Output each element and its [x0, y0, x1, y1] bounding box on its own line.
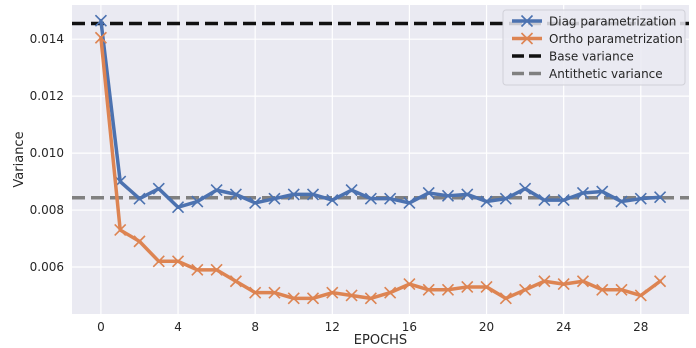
data-point-marker: [306, 292, 320, 305]
data-point-marker: [422, 186, 435, 200]
data-point-marker: [596, 185, 609, 198]
data-point-marker: [461, 188, 474, 201]
data-point-marker: [229, 275, 242, 288]
data-point-marker: [403, 278, 416, 291]
data-point-marker: [171, 255, 185, 268]
data-point-marker: [499, 192, 512, 205]
series-line: [99, 36, 662, 301]
data-point-marker: [345, 184, 358, 197]
y-tick-label: 0.014: [30, 32, 64, 46]
y-axis-ticks: 0.006 0.008 0.010 0.012 0.014: [30, 32, 64, 274]
x-axis-ticks: 0 4 8 12 16 20 24 28: [97, 320, 648, 334]
data-point-marker: [268, 286, 281, 299]
data-point-marker: [576, 275, 590, 288]
x-tick-label: 12: [325, 320, 340, 334]
data-point-marker: [94, 31, 107, 44]
data-point-marker: [654, 191, 667, 204]
legend-label: Diag parametrization: [549, 15, 676, 29]
legend-label: Ortho parametrization: [549, 32, 683, 46]
data-point-marker: [133, 192, 146, 205]
series-group: [94, 14, 667, 214]
legend-box: [502, 9, 686, 86]
data-point-marker: [557, 194, 570, 207]
data-point-marker: [249, 196, 262, 209]
x-tick-label: 8: [251, 320, 259, 334]
data-point-marker: [152, 255, 165, 268]
data-point-marker: [210, 184, 223, 197]
data-point-marker: [384, 286, 397, 299]
legend: Diag parametrization Ortho parametrizatio…: [502, 9, 686, 86]
data-point-marker: [306, 188, 320, 201]
data-point-marker: [94, 14, 107, 27]
data-point-marker: [538, 275, 551, 288]
y-axis-label: Variance: [12, 131, 27, 187]
data-point-marker: [634, 289, 647, 302]
series-line: [99, 18, 662, 209]
data-point-marker: [133, 235, 146, 248]
data-point-marker: [364, 192, 377, 205]
data-point-marker: [519, 182, 532, 195]
x-tick-label: 4: [174, 320, 182, 334]
data-point-marker: [596, 283, 609, 296]
data-point-marker: [615, 195, 628, 208]
data-point-marker: [441, 283, 455, 296]
data-point-marker: [287, 188, 300, 201]
x-tick-label: 0: [97, 320, 105, 334]
data-point-marker: [480, 280, 493, 294]
data-point-marker: [364, 292, 377, 305]
data-point-marker: [345, 289, 358, 302]
data-point-marker: [461, 280, 474, 294]
legend-item: Base variance: [512, 50, 634, 64]
data-point-marker: [210, 263, 223, 276]
data-point-marker: [268, 192, 281, 205]
data-point-marker: [152, 182, 165, 195]
data-point-marker: [499, 292, 512, 305]
x-tick-label: 24: [556, 320, 571, 334]
data-point-marker: [403, 196, 416, 209]
data-point-marker: [326, 286, 339, 299]
y-tick-label: 0.008: [30, 203, 64, 217]
data-point-marker: [480, 195, 493, 208]
x-tick-label: 20: [479, 320, 494, 334]
data-point-marker: [229, 188, 242, 201]
y-tick-label: 0.006: [30, 260, 64, 274]
legend-label: Antithetic variance: [549, 67, 663, 81]
data-point-marker: [634, 192, 647, 205]
data-point-marker: [191, 263, 204, 276]
data-point-marker: [654, 275, 667, 288]
data-point-marker: [422, 283, 435, 296]
legend-item: Diag parametrization: [512, 15, 676, 29]
data-point-marker: [576, 186, 590, 200]
data-point-marker: [171, 201, 185, 214]
x-tick-label: 28: [633, 320, 648, 334]
legend-marker: [520, 32, 534, 45]
data-point-marker: [538, 194, 551, 207]
data-point-marker: [326, 194, 339, 207]
data-point-marker: [384, 192, 397, 205]
data-point-marker: [441, 189, 455, 202]
legend-label: Base variance: [549, 50, 634, 64]
legend-marker: [520, 14, 534, 28]
data-point-marker: [519, 283, 532, 296]
legend-item: Ortho parametrization: [512, 32, 683, 46]
data-point-marker: [287, 292, 300, 305]
data-point-marker: [191, 195, 204, 208]
data-point-marker: [249, 286, 262, 299]
x-axis-label: EPOCHS: [354, 333, 407, 348]
y-tick-label: 0.012: [30, 89, 64, 103]
y-tick-label: 0.010: [30, 146, 64, 160]
legend-item: Antithetic variance: [512, 67, 663, 81]
x-tick-label: 16: [402, 320, 417, 334]
data-point-marker: [557, 278, 570, 291]
data-point-marker: [114, 223, 127, 237]
data-point-marker: [615, 283, 628, 296]
series-lines: [94, 14, 667, 305]
series-group: [94, 31, 667, 305]
